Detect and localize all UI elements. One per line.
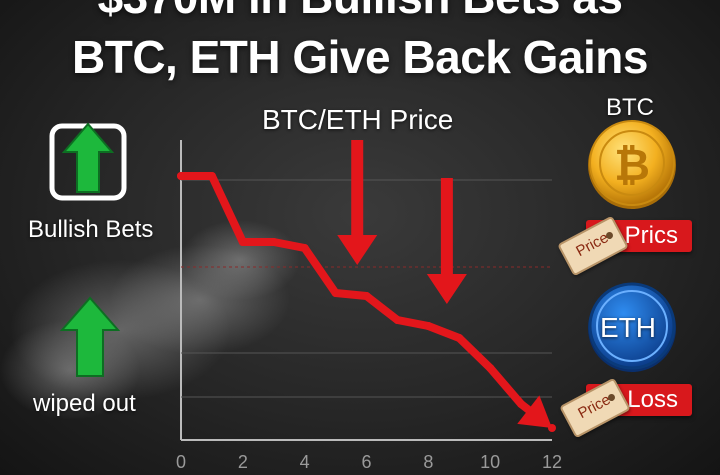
- wiped-arrow-icon: [59, 296, 121, 377]
- price-point: [362, 292, 371, 300]
- down-arrow: [426, 178, 467, 304]
- price-point: [300, 244, 309, 252]
- x-tick-label: 4: [300, 452, 310, 472]
- price-point: [455, 334, 464, 342]
- x-tick-label: 12: [542, 452, 562, 472]
- price-point: [269, 238, 278, 246]
- wiped-out-label: wiped out: [33, 390, 136, 417]
- price-point: [548, 424, 556, 432]
- x-tick-label: 8: [423, 452, 433, 472]
- down-arrow: [337, 140, 378, 265]
- price-point: [424, 322, 433, 330]
- headline-line-1: $370M in Bullish Bets as: [0, 0, 720, 24]
- price-point: [393, 316, 402, 324]
- down-arrows: [337, 140, 467, 304]
- x-tick-label: 2: [238, 452, 248, 472]
- chart-title: BTC/ETH Price: [262, 104, 454, 135]
- bullish-arrow-icon: [49, 122, 127, 201]
- x-tick-labels: 0 2 4 6 8 10 12: [176, 452, 562, 472]
- btc-label: BTC: [606, 94, 654, 121]
- svg-text:₿: ₿: [614, 141, 650, 190]
- eth-coin-text: ETH: [600, 312, 656, 343]
- bitcoin-coin-icon: ₿: [588, 120, 676, 209]
- x-tick-label: 0: [176, 452, 186, 472]
- x-tick-label: 6: [361, 452, 371, 472]
- price-point: [207, 172, 216, 180]
- price-point: [177, 172, 185, 180]
- price-point: [331, 289, 340, 297]
- gridlines: [181, 179, 552, 398]
- price-points: [177, 172, 556, 432]
- smoke-cloud: [0, 220, 300, 420]
- price-point: [486, 364, 495, 372]
- ethereum-coin-icon: [588, 282, 676, 372]
- x-tick-label: 10: [480, 452, 500, 472]
- price-point: [238, 238, 247, 246]
- price-point: [517, 400, 526, 408]
- bullish-bets-label: Bullish Bets: [28, 216, 154, 243]
- price-line-arrowhead: [517, 395, 552, 428]
- headline-line-2: BTC, ETH Give Back Gains: [72, 31, 648, 83]
